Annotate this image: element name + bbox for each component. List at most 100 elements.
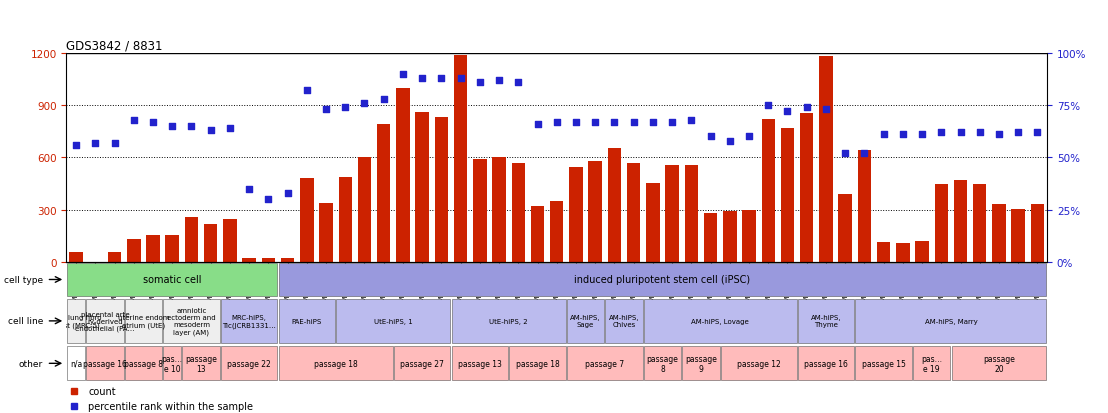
Bar xyxy=(107,253,121,262)
Bar xyxy=(646,184,659,262)
Point xyxy=(759,102,777,109)
Bar xyxy=(377,125,390,262)
Text: induced pluripotent stem cell (iPSC): induced pluripotent stem cell (iPSC) xyxy=(574,275,750,285)
Bar xyxy=(798,299,854,343)
Text: passage 16: passage 16 xyxy=(83,359,127,368)
Bar xyxy=(800,114,813,262)
Point xyxy=(701,134,719,140)
Bar xyxy=(876,242,891,262)
Bar xyxy=(358,158,371,262)
Point xyxy=(1028,130,1046,136)
Bar xyxy=(993,204,1006,262)
Text: fetal lung fibro
blast (MRC-5): fetal lung fibro blast (MRC-5) xyxy=(50,314,102,328)
Bar xyxy=(683,347,719,380)
Bar xyxy=(531,206,544,262)
Point xyxy=(298,88,316,95)
Point xyxy=(125,117,143,124)
Text: AM-hiPS,
Thyme: AM-hiPS, Thyme xyxy=(811,315,841,328)
Point xyxy=(644,119,661,126)
Bar xyxy=(278,299,335,343)
Point xyxy=(163,123,181,130)
Text: AM-hiPS, Lovage: AM-hiPS, Lovage xyxy=(691,318,749,324)
Point xyxy=(202,128,219,134)
Bar xyxy=(394,347,451,380)
Text: uterine endom
etrium (UtE): uterine endom etrium (UtE) xyxy=(117,314,170,328)
Bar xyxy=(339,177,352,262)
Text: passage 7: passage 7 xyxy=(585,359,625,368)
Text: passage 13: passage 13 xyxy=(458,359,502,368)
Bar xyxy=(280,259,295,262)
Point xyxy=(279,190,297,197)
Point xyxy=(337,104,355,111)
Point xyxy=(952,130,970,136)
Bar xyxy=(721,347,797,380)
Bar xyxy=(68,299,85,343)
Bar xyxy=(163,299,219,343)
Point xyxy=(547,119,565,126)
Text: n/a: n/a xyxy=(70,359,82,368)
Text: UtE-hiPS, 2: UtE-hiPS, 2 xyxy=(490,318,529,324)
Bar xyxy=(685,166,698,262)
Bar xyxy=(512,164,525,262)
Bar xyxy=(146,235,160,262)
Point xyxy=(471,80,489,86)
Bar xyxy=(70,253,83,262)
Bar xyxy=(220,299,277,343)
Point xyxy=(452,76,470,82)
Point xyxy=(529,121,546,128)
Point xyxy=(971,130,988,136)
Text: passage 12: passage 12 xyxy=(737,359,780,368)
Bar xyxy=(913,347,951,380)
Bar xyxy=(278,347,392,380)
Point xyxy=(913,132,931,138)
Bar xyxy=(839,195,852,262)
Bar xyxy=(278,263,1046,296)
Text: pas…
e 10: pas… e 10 xyxy=(162,354,183,373)
Bar xyxy=(165,235,179,262)
Bar xyxy=(86,299,124,343)
Bar xyxy=(742,210,756,262)
Point xyxy=(817,107,834,113)
Point xyxy=(68,142,85,149)
Bar xyxy=(858,151,871,262)
Point xyxy=(933,130,951,136)
Point xyxy=(606,119,624,126)
Text: cell line: cell line xyxy=(8,317,43,325)
Text: passage 22: passage 22 xyxy=(227,359,271,368)
Bar xyxy=(973,185,986,262)
Bar xyxy=(798,347,854,380)
Bar xyxy=(492,158,506,262)
Bar xyxy=(952,347,1046,380)
Bar xyxy=(454,55,468,262)
Point xyxy=(490,78,507,84)
Point xyxy=(894,132,912,138)
Text: AM-hiPS,
Chives: AM-hiPS, Chives xyxy=(608,315,639,328)
Point xyxy=(798,104,815,111)
Bar xyxy=(185,217,198,262)
Text: PAE-hiPS: PAE-hiPS xyxy=(291,318,322,324)
Bar xyxy=(666,166,679,262)
Bar xyxy=(1030,205,1044,262)
Bar xyxy=(125,299,162,343)
Bar xyxy=(550,202,564,262)
Bar xyxy=(183,347,219,380)
Bar xyxy=(163,347,182,380)
Bar xyxy=(204,225,217,262)
Text: AM-hiPS, Marry: AM-hiPS, Marry xyxy=(924,318,977,324)
Text: cell type: cell type xyxy=(4,275,43,284)
Point xyxy=(740,134,758,140)
Point xyxy=(855,150,873,157)
Point xyxy=(837,150,854,157)
Text: passage 18: passage 18 xyxy=(314,359,358,368)
Bar xyxy=(570,168,583,262)
Point xyxy=(664,119,681,126)
Point xyxy=(567,119,585,126)
Text: passage 8: passage 8 xyxy=(124,359,163,368)
Bar xyxy=(724,212,737,262)
Text: other: other xyxy=(19,359,43,368)
Text: passage
9: passage 9 xyxy=(685,354,717,373)
Point xyxy=(625,119,643,126)
Point xyxy=(586,119,604,126)
Bar xyxy=(761,120,774,262)
Text: passage 27: passage 27 xyxy=(400,359,444,368)
